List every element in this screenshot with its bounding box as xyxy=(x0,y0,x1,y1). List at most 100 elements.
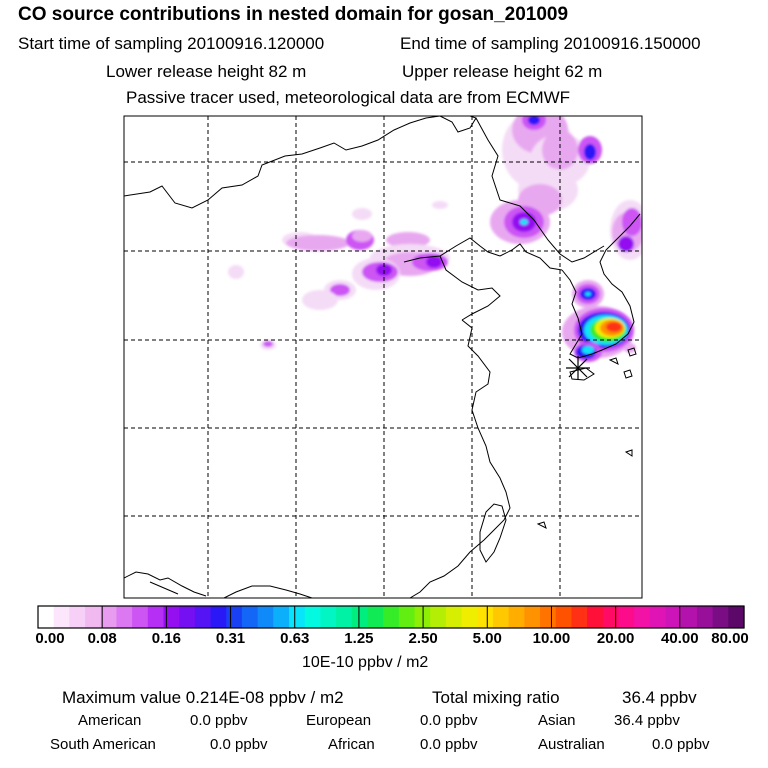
south-american-label: South American xyxy=(50,736,156,753)
plume-blob xyxy=(426,256,442,268)
colorbar-swatch xyxy=(179,606,196,628)
colorbar-tick-label: 2.50 xyxy=(408,630,438,647)
african-value: 0.0 ppbv xyxy=(420,736,478,753)
colorbar-swatch xyxy=(69,606,86,628)
plume-blob xyxy=(585,292,591,296)
australian-value: 0.0 ppbv xyxy=(652,736,710,753)
australian-label: Australian xyxy=(538,736,605,753)
colorbar-swatch xyxy=(665,606,682,628)
colorbar-swatch xyxy=(508,606,525,628)
colorbar-swatch xyxy=(53,606,70,628)
colorbar-swatch xyxy=(351,606,369,628)
korea-west-coast xyxy=(561,213,641,359)
end-time-label: End time of sampling 20100916.150000 xyxy=(400,34,701,53)
coastlines xyxy=(124,116,641,598)
plume-blob xyxy=(618,236,634,252)
colorbar-swatch xyxy=(241,606,259,628)
colorbar-swatch xyxy=(555,606,573,628)
colorbar-swatch xyxy=(602,606,620,628)
plume-blob xyxy=(528,116,540,125)
colorbar-swatch xyxy=(85,606,102,628)
plume-blob xyxy=(263,341,273,347)
south-american-value: 0.0 ppbv xyxy=(210,736,268,753)
colorbar-swatch xyxy=(336,606,353,628)
colorbar-swatch xyxy=(649,606,667,628)
total-mixing-label: Total mixing ratio xyxy=(432,688,560,707)
colorbar-swatch xyxy=(383,606,400,628)
colorbar-swatch xyxy=(634,606,651,628)
colorbar-tick-label: 0.31 xyxy=(215,630,246,647)
colorbar-swatch xyxy=(273,606,290,628)
colorbar-swatch xyxy=(210,606,227,628)
colorbar-tick-label: 1.25 xyxy=(344,630,374,647)
colorbar-swatch xyxy=(367,606,384,628)
colorbar-swatch xyxy=(320,606,337,628)
colorbar-swatch xyxy=(257,606,274,628)
plume-blob xyxy=(520,219,528,225)
american-value: 0.0 ppbv xyxy=(190,712,248,729)
colorbar-tick-label: 0.00 xyxy=(35,630,65,647)
map-area xyxy=(124,116,642,598)
plume-blob xyxy=(286,235,350,251)
european-label: European xyxy=(306,712,372,729)
plume-blob xyxy=(352,208,372,220)
colorbar-swatch xyxy=(116,606,133,628)
american-label: American xyxy=(78,712,142,729)
colorbar-tick-label: 5.00 xyxy=(472,630,502,647)
asian-label: Asian xyxy=(538,712,576,729)
colorbar-swatch xyxy=(728,606,745,628)
map-frame xyxy=(123,115,643,599)
plume-blob xyxy=(302,290,338,310)
lower-release-label: Lower release height 82 m xyxy=(106,62,307,81)
colorbar-tick-label: 0.63 xyxy=(280,630,310,647)
colorbar-swatch xyxy=(696,606,714,628)
plume-blob xyxy=(542,130,578,170)
south-china-coast xyxy=(223,585,313,598)
colorbar-tick-label: 20.00 xyxy=(596,630,635,647)
japan-islands xyxy=(536,347,637,529)
colorbar-swatch xyxy=(461,606,478,628)
plume-blob xyxy=(330,284,350,296)
colorbar-swatch xyxy=(524,606,541,628)
plume-blob xyxy=(432,201,448,209)
colorbar-swatch xyxy=(38,606,55,628)
colorbar-units: 10E-10 ppbv / m2 xyxy=(302,654,429,671)
asian-value: 36.4 ppbv xyxy=(614,712,680,729)
colorbar-tick-label: 40.00 xyxy=(661,630,699,647)
colorbar-swatch xyxy=(712,606,729,628)
colorbar-swatch xyxy=(226,606,243,628)
colorbar-tick-label: 0.08 xyxy=(87,630,117,647)
colorbar-swatch xyxy=(147,606,165,628)
plume-blob xyxy=(352,230,372,242)
bohai-coast xyxy=(403,237,501,321)
plume-blob xyxy=(582,346,594,354)
colorbar-swatch xyxy=(492,606,510,628)
colorbar-swatch xyxy=(289,606,306,628)
plume-blob xyxy=(584,144,596,160)
max-value-label: Maximum value 0.214E-08 ppbv / m2 xyxy=(62,688,344,707)
plume-blob xyxy=(622,208,642,236)
colorbar-swatch xyxy=(398,606,416,628)
tracer-note: Passive tracer used, meteorological data… xyxy=(126,88,571,107)
european-value: 0.0 ppbv xyxy=(420,712,478,729)
colorbar-swatch xyxy=(681,606,698,628)
manchuria-border xyxy=(439,116,605,263)
plume-field xyxy=(228,116,642,362)
mongolia-border xyxy=(124,116,441,209)
china-east-coast xyxy=(409,319,511,598)
colorbar-frame xyxy=(37,605,745,629)
taiwan-island xyxy=(479,503,507,563)
colorbar-swatch xyxy=(618,606,635,628)
lat-lon-grid xyxy=(124,116,642,598)
colorbar-swatch xyxy=(100,606,118,628)
plume-blob xyxy=(386,232,430,248)
upper-release-label: Upper release height 62 m xyxy=(402,62,603,81)
asterisk-icon xyxy=(566,356,590,380)
plume-blob xyxy=(624,343,636,353)
jeju-island xyxy=(569,367,595,381)
colorbar-swatch xyxy=(430,606,447,628)
china-korea-border xyxy=(499,243,563,271)
map-title: CO source contributions in nested domain… xyxy=(18,4,569,25)
colorbar-swatch xyxy=(477,606,494,628)
